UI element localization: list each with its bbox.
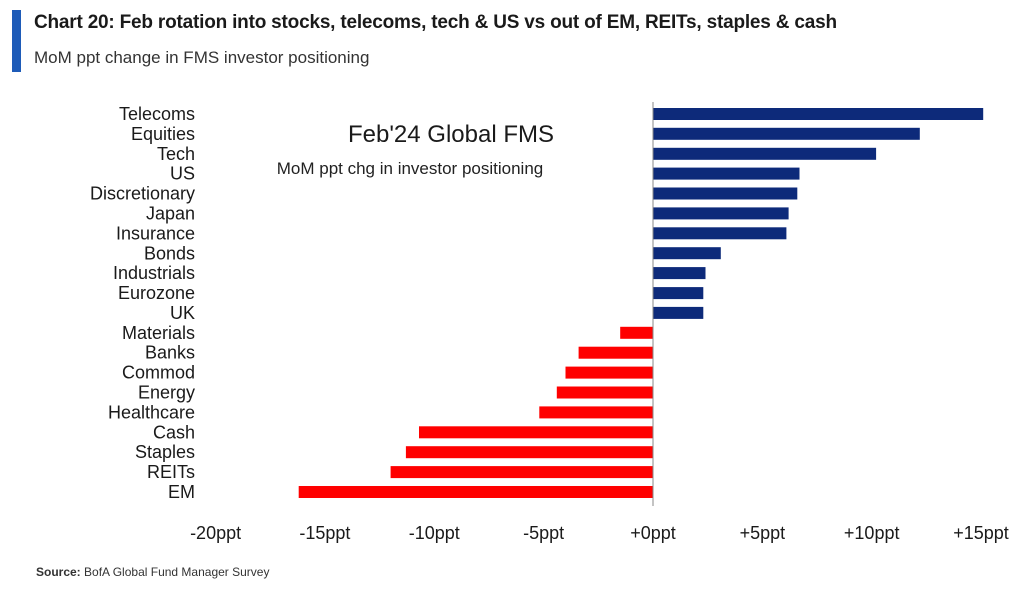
category-label-tech: Tech <box>157 144 195 164</box>
x-tick-label: -20ppt <box>190 523 241 543</box>
x-tick-label: +0ppt <box>630 523 676 543</box>
bar-cash <box>419 426 653 439</box>
source-label: Source: <box>36 565 81 579</box>
category-label-reits: REITs <box>147 462 195 482</box>
source-note: Source: BofA Global Fund Manager Survey <box>36 565 269 579</box>
bar-telecoms <box>653 108 984 120</box>
category-labels: TelecomsEquitiesTechUSDiscretionaryJapan… <box>90 104 195 502</box>
category-label-uk: UK <box>170 303 195 323</box>
bar-banks <box>578 346 653 359</box>
chart-title: Chart 20: Feb rotation into stocks, tele… <box>34 12 837 33</box>
bar-bonds <box>653 247 721 260</box>
bar-insurance <box>653 227 787 240</box>
x-axis-ticks: -20ppt -15ppt -10ppt -5ppt +0ppt +5ppt +10ppt +… <box>190 523 1009 543</box>
bar-equities <box>653 127 920 140</box>
category-label-cash: Cash <box>153 422 195 442</box>
bar-em <box>298 486 653 498</box>
category-label-equities: Equities <box>131 124 195 144</box>
bar-japan <box>653 207 789 220</box>
category-label-commod: Commod <box>122 363 195 383</box>
category-label-materials: Materials <box>122 323 195 343</box>
x-tick-label: +10ppt <box>844 523 900 543</box>
x-tick-label: +5ppt <box>740 523 786 543</box>
category-label-bonds: Bonds <box>144 243 195 263</box>
category-label-us: US <box>170 164 195 184</box>
bar-healthcare <box>539 406 653 419</box>
x-tick-label: -10ppt <box>409 523 460 543</box>
category-label-telecoms: Telecoms <box>119 104 195 124</box>
x-tick-label: -15ppt <box>299 523 350 543</box>
inset-title: Feb'24 Global FMS <box>348 121 554 148</box>
bar-materials <box>620 326 653 339</box>
bar-us <box>653 167 800 180</box>
category-label-energy: Energy <box>138 383 195 403</box>
category-label-eurozone: Eurozone <box>118 283 195 303</box>
category-label-banks: Banks <box>145 343 195 363</box>
category-label-healthcare: Healthcare <box>108 402 195 422</box>
x-tick-label: +15ppt <box>953 523 1009 543</box>
bar-reits <box>390 466 653 479</box>
source-text: BofA Global Fund Manager Survey <box>84 565 270 579</box>
bar-commod <box>565 366 653 379</box>
bar-staples <box>405 446 653 459</box>
bar-discretionary <box>653 187 798 200</box>
category-label-insurance: Insurance <box>116 223 195 243</box>
bars-group <box>298 108 984 498</box>
category-label-staples: Staples <box>135 442 195 462</box>
bar-tech <box>653 147 877 160</box>
bar-energy <box>556 386 653 399</box>
category-label-discretionary: Discretionary <box>90 184 195 204</box>
chart-subtitle: MoM ppt change in FMS investor positioni… <box>34 48 370 67</box>
bar-industrials <box>653 267 706 280</box>
inset-subtitle: MoM ppt chg in investor positioning <box>277 159 543 178</box>
accent-bar <box>12 10 21 72</box>
category-label-em: EM <box>168 482 195 502</box>
x-tick-label: -5ppt <box>523 523 564 543</box>
category-label-industrials: Industrials <box>113 263 195 283</box>
bar-uk <box>653 306 704 319</box>
bar-eurozone <box>653 287 704 300</box>
category-label-japan: Japan <box>146 203 195 223</box>
